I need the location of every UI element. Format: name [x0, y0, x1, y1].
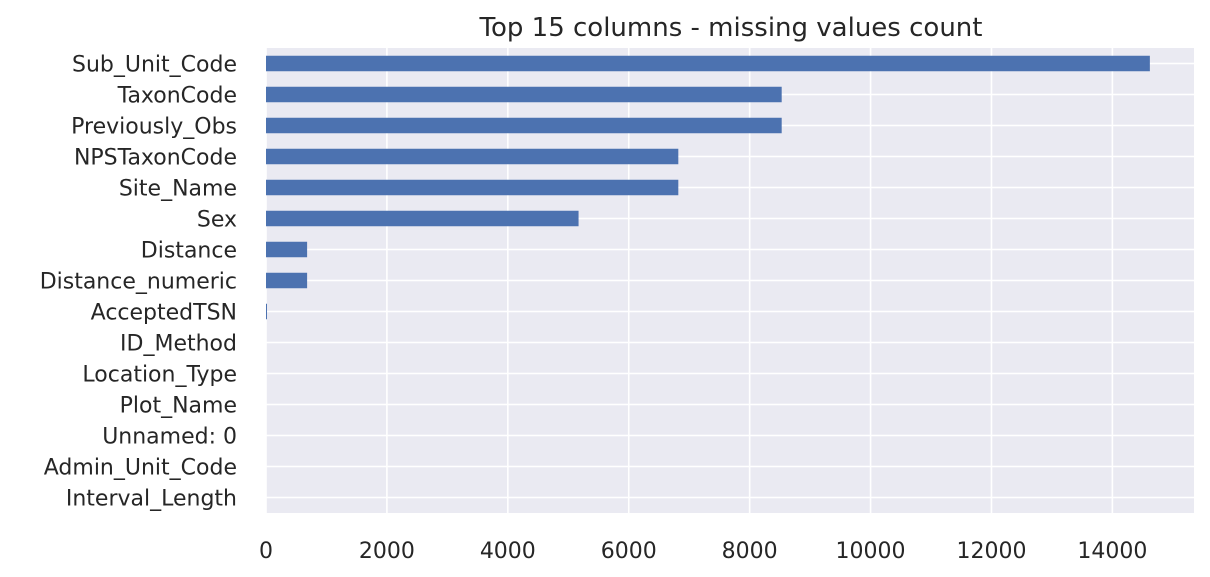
y-tick-label: ID_Method [120, 332, 237, 357]
bars [266, 55, 1150, 320]
bar [266, 303, 267, 320]
y-tick-label: Admin_Unit_Code [44, 456, 237, 481]
y-tick-label: Previously_Obs [71, 115, 237, 140]
y-tick-label: Sub_Unit_Code [72, 53, 237, 78]
bar [266, 241, 308, 258]
x-axis-tick-labels: 0 2000 4000 6000 8000 10000 12000 14000 [259, 539, 1147, 564]
bar [266, 86, 782, 103]
y-tick-label: Distance_numeric [40, 270, 237, 295]
bar [266, 117, 782, 134]
y-tick-label: Location_Type [82, 363, 237, 388]
y-tick-label: Site_Name [119, 177, 237, 202]
x-tick-label: 8000 [722, 539, 778, 564]
bar [266, 272, 308, 289]
x-tick-label: 12000 [956, 539, 1026, 564]
bar [266, 210, 579, 227]
x-tick-label: 10000 [836, 539, 906, 564]
y-tick-label: Plot_Name [120, 394, 237, 419]
y-axis-labels: Sub_Unit_Code TaxonCode Previously_Obs NPST… [40, 53, 237, 512]
x-tick-label: 14000 [1077, 539, 1147, 564]
bar [266, 148, 679, 165]
y-tick-label: NPSTaxonCode [74, 146, 237, 171]
x-tick-label: 4000 [480, 539, 536, 564]
y-tick-label: AcceptedTSN [91, 301, 237, 326]
y-tick-label: Sex [197, 208, 237, 233]
y-tick-label: Distance [141, 239, 237, 264]
y-tick-label: Unnamed: 0 [102, 425, 237, 450]
x-tick-label: 0 [259, 539, 273, 564]
x-tick-label: 6000 [601, 539, 657, 564]
y-tick-label: Interval_Length [66, 487, 237, 512]
bar [266, 179, 679, 196]
x-tick-label: 2000 [359, 539, 415, 564]
bar [266, 55, 1150, 72]
chart-title: Top 15 columns - missing values count [479, 13, 983, 43]
y-tick-label: TaxonCode [117, 84, 237, 109]
